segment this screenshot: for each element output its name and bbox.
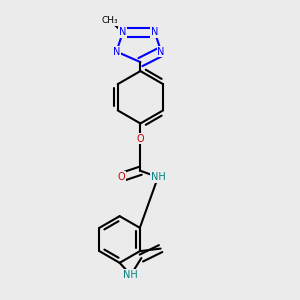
Text: CH₃: CH₃ xyxy=(102,16,118,25)
Text: O: O xyxy=(117,172,125,182)
Text: NH: NH xyxy=(123,270,138,280)
Text: O: O xyxy=(136,134,144,144)
Text: N: N xyxy=(158,46,165,57)
Text: NH: NH xyxy=(151,172,165,182)
Text: N: N xyxy=(113,46,120,57)
Text: N: N xyxy=(151,27,158,38)
Text: N: N xyxy=(119,27,127,38)
